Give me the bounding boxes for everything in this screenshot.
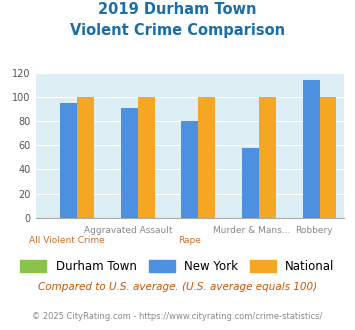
- Text: 2019 Durham Town: 2019 Durham Town: [98, 2, 257, 16]
- Text: Violent Crime Comparison: Violent Crime Comparison: [70, 23, 285, 38]
- Text: Rape: Rape: [179, 236, 201, 245]
- Bar: [320, 97, 337, 218]
- Bar: [259, 97, 276, 218]
- Text: Aggravated Assault: Aggravated Assault: [84, 226, 173, 235]
- Text: Robbery: Robbery: [295, 226, 332, 235]
- Text: All Violent Crime: All Violent Crime: [28, 236, 104, 245]
- Legend: Durham Town, New York, National: Durham Town, New York, National: [16, 255, 339, 278]
- Bar: [77, 97, 94, 218]
- Bar: [138, 97, 155, 218]
- Text: © 2025 CityRating.com - https://www.cityrating.com/crime-statistics/: © 2025 CityRating.com - https://www.city…: [32, 312, 323, 321]
- Bar: [242, 148, 259, 218]
- Bar: [60, 103, 77, 218]
- Bar: [181, 121, 198, 218]
- Bar: [302, 80, 320, 218]
- Text: Murder & Mans...: Murder & Mans...: [213, 226, 290, 235]
- Bar: [198, 97, 215, 218]
- Bar: [121, 108, 138, 218]
- Text: Compared to U.S. average. (U.S. average equals 100): Compared to U.S. average. (U.S. average …: [38, 282, 317, 292]
